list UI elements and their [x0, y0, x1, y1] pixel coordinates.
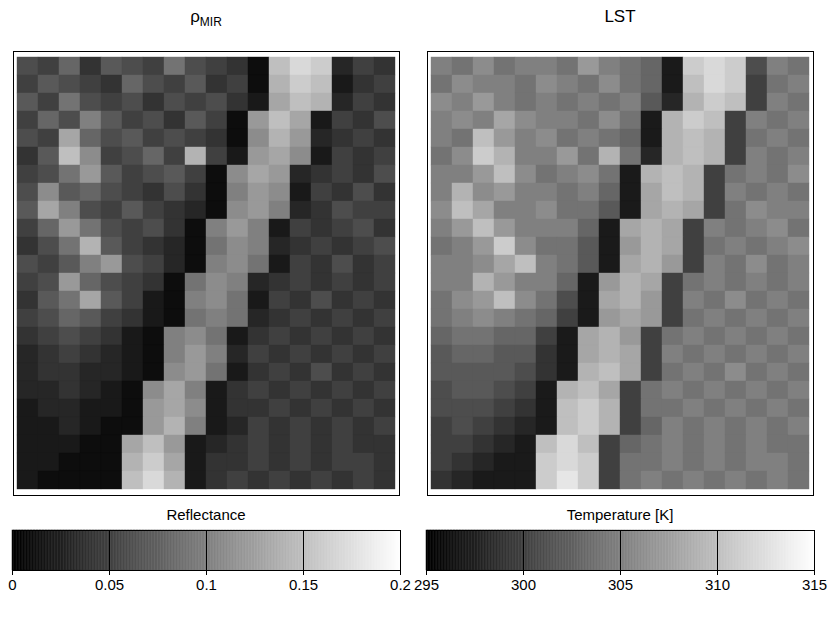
html-text:Temperature [K]: Temperature [K]	[566, 506, 674, 523]
svg-text:0: 0	[8, 576, 16, 593]
html-text:Reflectance: Reflectance	[166, 506, 246, 523]
svg-text:0.1: 0.1	[196, 576, 217, 593]
svg-text:0.15: 0.15	[289, 576, 318, 593]
svg-text:0.05: 0.05	[95, 576, 124, 593]
svg-text:300: 300	[511, 576, 536, 593]
svg-text:295: 295	[414, 576, 439, 593]
svg-text:0.2: 0.2	[390, 576, 411, 593]
svg-text:315: 315	[802, 576, 827, 593]
svg-text:305: 305	[608, 576, 633, 593]
html-text:LST: LST	[604, 7, 636, 26]
html-text:ρMIR: ρMIR	[190, 7, 222, 30]
svg-text:310: 310	[705, 576, 730, 593]
